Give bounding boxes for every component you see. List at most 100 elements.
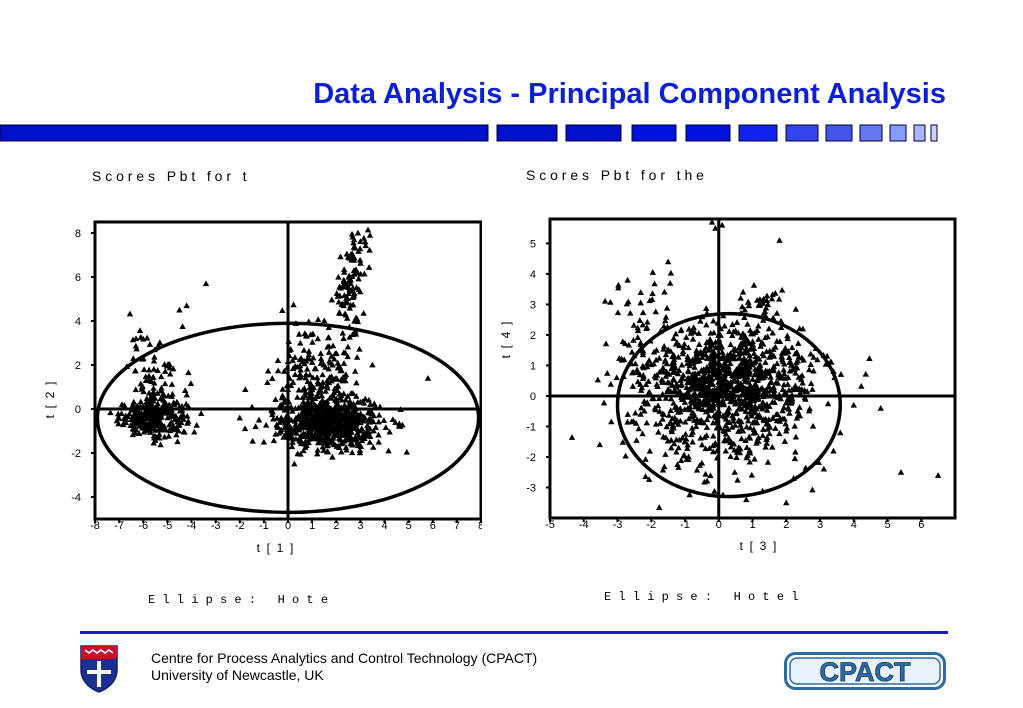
data-point	[655, 428, 662, 435]
data-point	[341, 310, 349, 317]
data-point	[672, 330, 680, 337]
data-point	[342, 396, 350, 403]
data-point	[721, 371, 729, 378]
y-axis-label: t [ 4 ]	[499, 322, 513, 359]
data-point	[798, 372, 806, 379]
data-point	[758, 370, 765, 377]
data-point	[850, 401, 857, 408]
data-point	[693, 394, 701, 401]
data-point	[715, 407, 723, 414]
data-point	[340, 360, 348, 366]
data-point	[150, 385, 157, 391]
data-point	[130, 398, 137, 405]
data-point	[713, 454, 721, 461]
data-point	[158, 384, 165, 391]
data-point	[659, 367, 666, 374]
data-point	[739, 288, 747, 295]
data-point	[743, 444, 751, 451]
data-point	[624, 411, 631, 417]
data-point	[335, 273, 342, 280]
x-tick-label: 4	[851, 519, 857, 531]
data-point	[743, 336, 751, 343]
data-point	[810, 367, 817, 374]
data-point	[311, 365, 319, 371]
data-point	[739, 303, 746, 310]
data-point	[568, 434, 576, 440]
data-point	[651, 372, 658, 379]
data-point	[343, 250, 351, 257]
data-point	[702, 305, 710, 312]
data-point	[309, 405, 316, 411]
data-point	[308, 390, 315, 397]
data-point	[317, 350, 324, 356]
data-point	[132, 420, 139, 427]
data-point	[755, 403, 763, 410]
data-point	[337, 408, 344, 415]
data-point	[304, 398, 311, 405]
data-point	[759, 426, 767, 432]
data-point	[769, 443, 776, 450]
data-point	[630, 321, 638, 328]
data-point	[120, 415, 128, 422]
data-point	[352, 244, 359, 251]
data-point	[636, 317, 644, 323]
y-tick-label: -1	[526, 421, 536, 433]
data-point	[341, 401, 348, 408]
data-point	[729, 377, 737, 384]
data-point	[866, 355, 873, 361]
data-point	[151, 379, 158, 386]
data-point	[726, 368, 734, 375]
data-point	[696, 357, 703, 364]
data-point	[140, 366, 148, 372]
data-point	[107, 409, 114, 416]
data-point	[721, 322, 728, 329]
data-point	[666, 279, 674, 286]
data-point	[746, 434, 754, 441]
data-point	[300, 347, 308, 353]
data-point	[304, 378, 311, 385]
data-point	[670, 335, 677, 341]
data-point	[323, 382, 331, 388]
x-tick-label: 1	[749, 519, 755, 531]
data-point	[115, 420, 122, 427]
data-point	[294, 394, 301, 400]
data-point	[736, 354, 743, 360]
data-point	[696, 341, 703, 348]
data-point	[353, 354, 361, 360]
x-axis-label: t [ 3 ]	[740, 539, 777, 553]
data-point	[670, 440, 678, 447]
footer-university: University of Newcastle, UK	[151, 667, 324, 683]
data-point	[137, 398, 144, 405]
x-tick-label: -6	[138, 520, 148, 532]
hotelling-ellipse	[615, 311, 842, 499]
data-point	[334, 382, 342, 389]
data-point	[604, 370, 611, 376]
data-point	[760, 393, 767, 399]
data-point	[754, 394, 762, 401]
data-point	[181, 428, 188, 435]
data-point	[702, 445, 709, 452]
y-tick-label: 8	[75, 228, 81, 240]
data-point	[298, 419, 305, 425]
y-tick-label: 0	[75, 404, 81, 416]
data-point	[730, 393, 737, 400]
data-point	[396, 420, 403, 427]
data-point	[877, 404, 884, 411]
data-point	[696, 462, 704, 468]
data-point	[152, 406, 160, 412]
data-point	[759, 405, 766, 412]
data-point	[132, 386, 139, 393]
data-point	[669, 381, 676, 388]
data-point	[635, 425, 642, 432]
data-point	[750, 281, 758, 288]
data-point	[368, 410, 375, 417]
data-point	[663, 304, 671, 311]
data-point	[761, 308, 769, 314]
data-point	[742, 437, 749, 443]
data-point	[324, 424, 331, 430]
data-point	[357, 259, 364, 266]
data-point	[681, 399, 689, 405]
data-point	[314, 316, 322, 323]
data-point	[311, 395, 319, 402]
scores-plot-t1-t2: S c o r e s P b t f o r t -8 -7 -6 -5 -4 -3 -2…	[40, 160, 482, 610]
